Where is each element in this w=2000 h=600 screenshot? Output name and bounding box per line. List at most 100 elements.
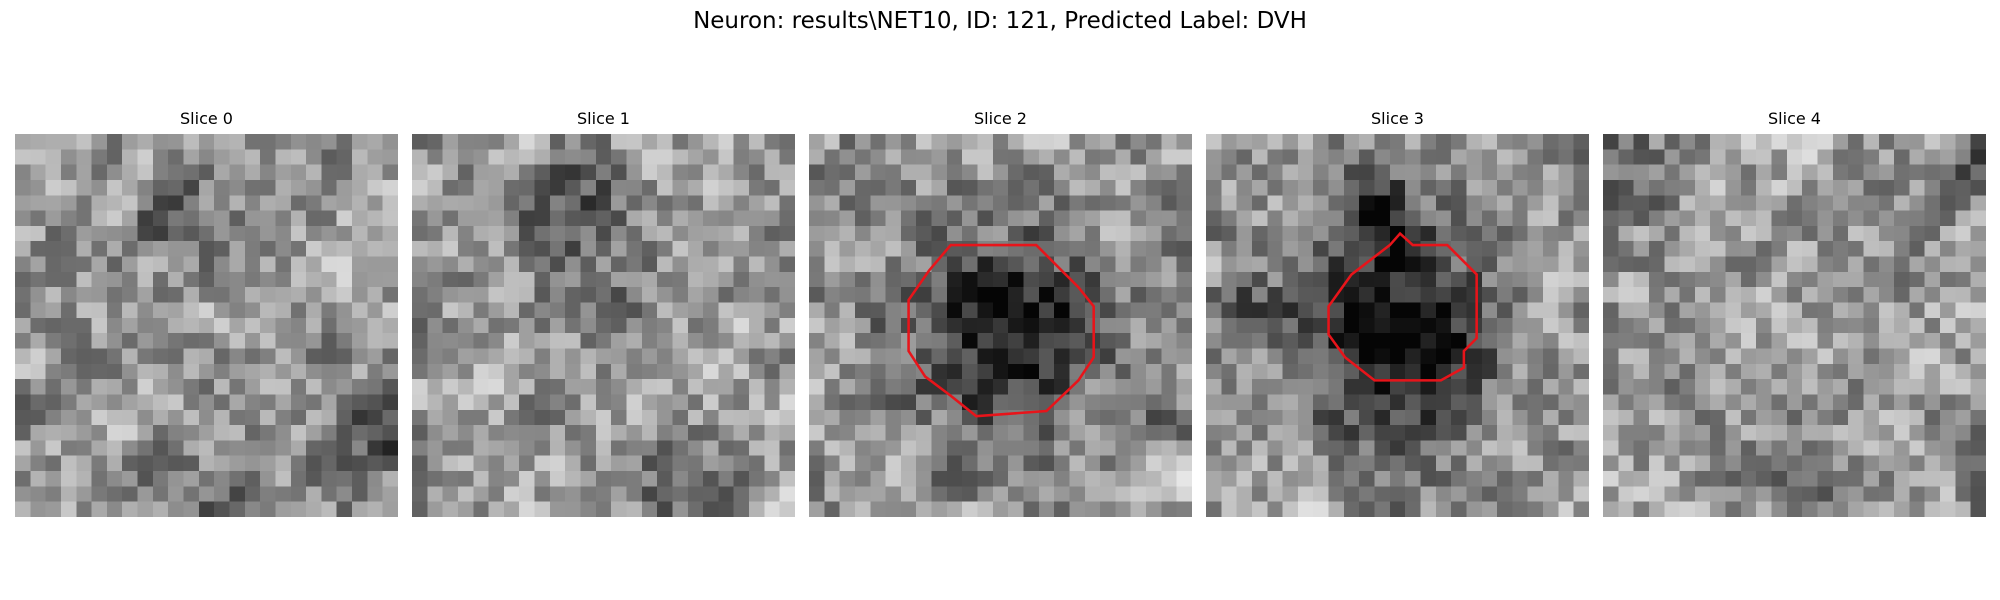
- pixel: [1924, 179, 1941, 196]
- pixel: [488, 271, 504, 288]
- pixel: [1633, 363, 1649, 380]
- pixel: [106, 195, 123, 211]
- pixel: [137, 379, 153, 395]
- pixel: [1771, 348, 1787, 364]
- pixel: [580, 241, 596, 257]
- pixel: [168, 241, 184, 257]
- pixel: [703, 225, 719, 242]
- pixel: [870, 210, 886, 226]
- pixel: [229, 471, 245, 487]
- pixel: [122, 225, 138, 242]
- pixel: [1038, 164, 1055, 180]
- pixel: [1924, 302, 1941, 318]
- pixel: [962, 210, 978, 226]
- pixel: [870, 241, 886, 257]
- pixel: [1374, 271, 1390, 288]
- pixel: [1970, 287, 1986, 303]
- pixel: [1297, 256, 1314, 272]
- pixel: [1848, 149, 1864, 165]
- pixel: [1573, 333, 1589, 349]
- pixel: [306, 164, 322, 180]
- pixel: [1481, 164, 1498, 180]
- pixel: [1940, 471, 1956, 487]
- slice-image: [1206, 134, 1589, 517]
- pixel: [1740, 164, 1757, 180]
- pixel: [244, 348, 261, 364]
- pixel: [1420, 486, 1436, 502]
- pixel: [76, 440, 92, 456]
- pixel: [946, 363, 963, 380]
- pixel: [488, 394, 504, 410]
- pixel: [1679, 225, 1695, 242]
- pixel: [1359, 455, 1375, 472]
- pixel: [488, 486, 504, 502]
- pixel: [1618, 501, 1634, 517]
- pixel: [870, 164, 886, 180]
- pixel: [1618, 333, 1634, 349]
- pixel: [1527, 256, 1544, 272]
- pixel: [106, 287, 123, 303]
- pixel: [1267, 379, 1283, 395]
- pixel: [1435, 210, 1452, 226]
- pixel: [290, 302, 307, 318]
- pixel: [1970, 425, 1986, 441]
- pixel: [352, 440, 368, 456]
- pixel: [1955, 287, 1971, 303]
- pixel: [595, 149, 612, 165]
- pixel: [839, 471, 855, 487]
- pixel: [260, 317, 276, 334]
- pixel: [1130, 471, 1147, 487]
- pixel: [1756, 256, 1772, 272]
- pixel: [703, 394, 719, 410]
- pixel: [229, 363, 245, 380]
- pixel: [1161, 149, 1177, 165]
- pixel: [549, 486, 566, 502]
- pixel: [824, 455, 840, 472]
- pixel: [1512, 333, 1528, 349]
- pixel: [1069, 425, 1085, 441]
- pixel: [1940, 134, 1956, 150]
- pixel: [1527, 287, 1544, 303]
- pixel: [76, 486, 92, 502]
- pixel: [764, 149, 780, 165]
- pixel: [244, 256, 261, 272]
- pixel: [321, 256, 337, 272]
- pixel: [549, 379, 566, 395]
- pixel: [1618, 302, 1634, 318]
- pixel: [1221, 333, 1237, 349]
- pixel: [1558, 455, 1574, 472]
- pixel: [1374, 363, 1390, 380]
- pixel: [60, 394, 77, 410]
- pixel: [1435, 179, 1452, 196]
- pixel: [1909, 363, 1925, 380]
- pixel: [1313, 425, 1329, 441]
- pixel: [916, 149, 932, 165]
- pixel: [672, 486, 688, 502]
- pixel: [91, 333, 107, 349]
- pixel: [1725, 149, 1741, 165]
- pixel: [306, 271, 322, 288]
- pixel: [657, 225, 673, 242]
- pixel: [809, 348, 825, 364]
- pixel: [1008, 425, 1024, 441]
- pixel: [992, 210, 1009, 226]
- pixel: [549, 256, 566, 272]
- pixel: [1756, 287, 1772, 303]
- pixel: [687, 317, 704, 334]
- pixel: [1038, 134, 1055, 150]
- pixel: [1558, 363, 1574, 380]
- pixel: [76, 379, 92, 395]
- pixel: [1435, 394, 1452, 410]
- pixel: [534, 241, 550, 257]
- pixel: [1527, 149, 1544, 165]
- pixel: [1023, 210, 1039, 226]
- pixel: [1527, 241, 1544, 257]
- pixel: [900, 425, 917, 441]
- pixel: [137, 164, 153, 180]
- pixel: [1481, 149, 1498, 165]
- pixel: [352, 317, 368, 334]
- pixel: [1786, 333, 1803, 349]
- pixel: [260, 287, 276, 303]
- pixel: [1146, 179, 1162, 196]
- pixel: [931, 317, 947, 334]
